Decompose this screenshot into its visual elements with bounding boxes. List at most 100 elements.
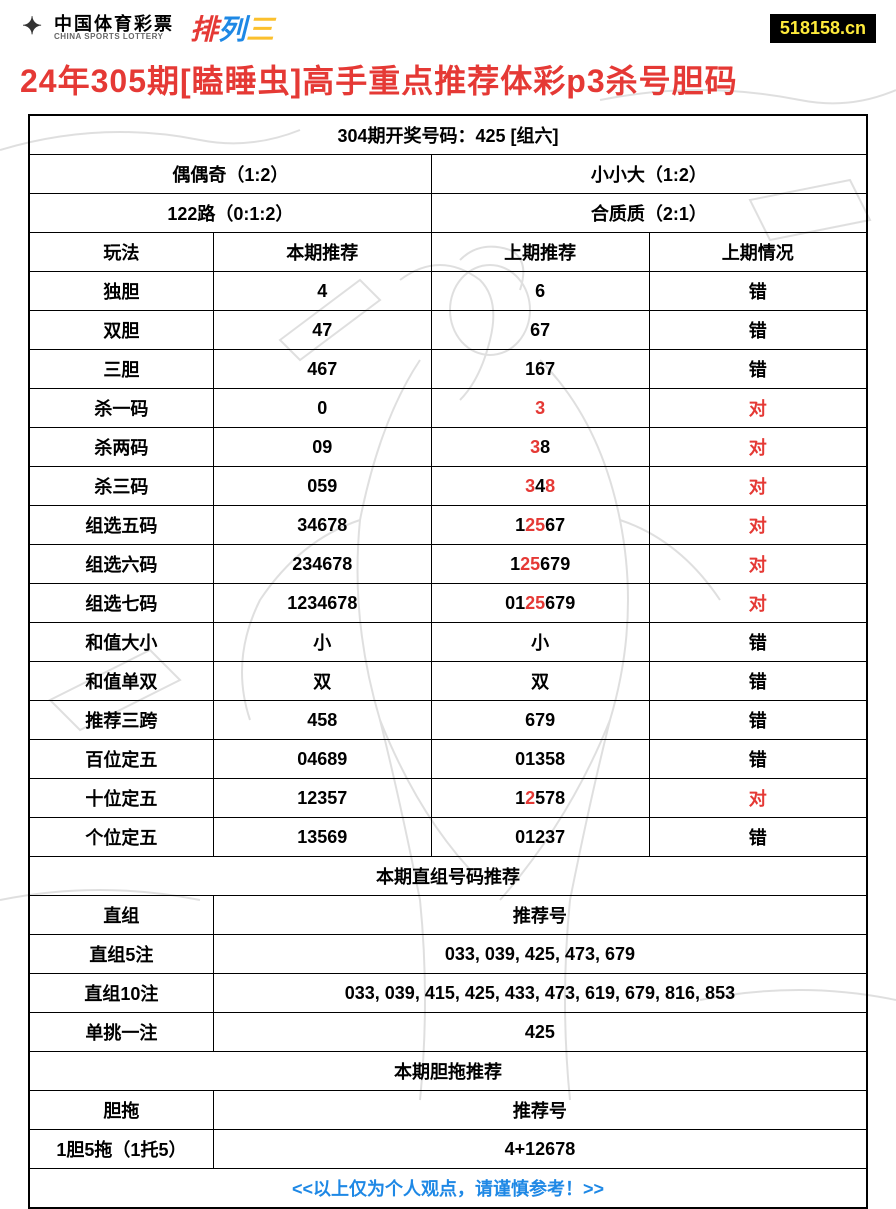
table-row: 和值大小小小错 bbox=[29, 623, 867, 662]
row-prev: 125679 bbox=[431, 545, 649, 584]
row-status: 对 bbox=[649, 584, 867, 623]
row-prev: 6 bbox=[431, 272, 649, 311]
row-prev: 167 bbox=[431, 350, 649, 389]
table-row: 百位定五0468901358错 bbox=[29, 740, 867, 779]
section2-reco-label: 推荐号 bbox=[213, 896, 867, 935]
table-row: 1胆5拖（1托5）4+12678 bbox=[29, 1130, 867, 1169]
row-value: 033, 039, 415, 425, 433, 473, 619, 679, … bbox=[213, 974, 867, 1013]
row-status: 错 bbox=[649, 350, 867, 389]
row-name: 独胆 bbox=[29, 272, 213, 311]
lottery-logo: 中国体育彩票 CHINA SPORTS LOTTERY bbox=[20, 14, 174, 42]
summary-2a: 122路（0:1:2） bbox=[29, 194, 431, 233]
row-prev: 38 bbox=[431, 428, 649, 467]
summary-1a: 偶偶奇（1:2） bbox=[29, 155, 431, 194]
row-status: 对 bbox=[649, 506, 867, 545]
row-current: 1234678 bbox=[213, 584, 431, 623]
row-prev: 679 bbox=[431, 701, 649, 740]
section2-header: 本期直组号码推荐 bbox=[29, 857, 867, 896]
table-row: 十位定五1235712578对 bbox=[29, 779, 867, 818]
row-current: 09 bbox=[213, 428, 431, 467]
row-prev: 12567 bbox=[431, 506, 649, 545]
row-current: 059 bbox=[213, 467, 431, 506]
pailiesan-logo: 排列三 bbox=[190, 8, 274, 48]
row-status: 错 bbox=[649, 272, 867, 311]
page-title: 24年305期[瞌睡虫]高手重点推荐体彩p3杀号胆码 bbox=[0, 52, 896, 114]
row-prev: 12578 bbox=[431, 779, 649, 818]
row-name: 组选五码 bbox=[29, 506, 213, 545]
summary-1b: 小小大（1:2） bbox=[431, 155, 867, 194]
row-prev: 348 bbox=[431, 467, 649, 506]
section3-header: 本期胆拖推荐 bbox=[29, 1052, 867, 1091]
row-value: 425 bbox=[213, 1013, 867, 1052]
row-status: 对 bbox=[649, 545, 867, 584]
row-value: 4+12678 bbox=[213, 1130, 867, 1169]
table-row: 推荐三跨458679错 bbox=[29, 701, 867, 740]
col-play: 玩法 bbox=[29, 233, 213, 272]
row-name: 杀三码 bbox=[29, 467, 213, 506]
row-status: 对 bbox=[649, 389, 867, 428]
row-status: 对 bbox=[649, 428, 867, 467]
header: 中国体育彩票 CHINA SPORTS LOTTERY 排列三 518158.c… bbox=[0, 0, 896, 52]
col-prev: 上期推荐 bbox=[431, 233, 649, 272]
row-name: 百位定五 bbox=[29, 740, 213, 779]
site-badge: 518158.cn bbox=[770, 14, 876, 43]
row-current: 双 bbox=[213, 662, 431, 701]
table-row: 杀两码0938对 bbox=[29, 428, 867, 467]
row-current: 13569 bbox=[213, 818, 431, 857]
table-row: 单挑一注425 bbox=[29, 1013, 867, 1052]
row-prev: 01237 bbox=[431, 818, 649, 857]
row-value: 033, 039, 425, 473, 679 bbox=[213, 935, 867, 974]
row-name: 单挑一注 bbox=[29, 1013, 213, 1052]
header-left: 中国体育彩票 CHINA SPORTS LOTTERY 排列三 bbox=[20, 8, 274, 48]
col-current: 本期推荐 bbox=[213, 233, 431, 272]
row-status: 错 bbox=[649, 818, 867, 857]
row-prev: 01358 bbox=[431, 740, 649, 779]
table-row: 组选六码234678125679对 bbox=[29, 545, 867, 584]
col-status: 上期情况 bbox=[649, 233, 867, 272]
row-current: 小 bbox=[213, 623, 431, 662]
row-name: 组选七码 bbox=[29, 584, 213, 623]
table-row: 个位定五1356901237错 bbox=[29, 818, 867, 857]
table-row: 和值单双双双错 bbox=[29, 662, 867, 701]
row-status: 错 bbox=[649, 662, 867, 701]
row-prev: 3 bbox=[431, 389, 649, 428]
table-row: 直组5注033, 039, 425, 473, 679 bbox=[29, 935, 867, 974]
lottery-name-cn: 中国体育彩票 bbox=[54, 15, 174, 33]
row-prev: 0125679 bbox=[431, 584, 649, 623]
row-name: 杀一码 bbox=[29, 389, 213, 428]
result-line: 304期开奖号码：425 [组六] bbox=[29, 115, 867, 155]
table-row: 三胆467167错 bbox=[29, 350, 867, 389]
row-status: 对 bbox=[649, 467, 867, 506]
row-prev: 小 bbox=[431, 623, 649, 662]
row-current: 04689 bbox=[213, 740, 431, 779]
row-status: 错 bbox=[649, 623, 867, 662]
row-current: 0 bbox=[213, 389, 431, 428]
summary-2b: 合质质（2:1） bbox=[431, 194, 867, 233]
section3-reco-label: 推荐号 bbox=[213, 1091, 867, 1130]
table-row: 双胆4767错 bbox=[29, 311, 867, 350]
row-name: 推荐三跨 bbox=[29, 701, 213, 740]
row-current: 47 bbox=[213, 311, 431, 350]
row-status: 错 bbox=[649, 740, 867, 779]
section3-label: 胆拖 bbox=[29, 1091, 213, 1130]
row-prev: 67 bbox=[431, 311, 649, 350]
row-name: 和值大小 bbox=[29, 623, 213, 662]
row-name: 十位定五 bbox=[29, 779, 213, 818]
lottery-name-en: CHINA SPORTS LOTTERY bbox=[54, 33, 174, 41]
row-name: 双胆 bbox=[29, 311, 213, 350]
row-current: 458 bbox=[213, 701, 431, 740]
row-status: 错 bbox=[649, 701, 867, 740]
row-name: 组选六码 bbox=[29, 545, 213, 584]
row-name: 杀两码 bbox=[29, 428, 213, 467]
row-name: 1胆5拖（1托5） bbox=[29, 1130, 213, 1169]
row-current: 4 bbox=[213, 272, 431, 311]
row-status: 对 bbox=[649, 779, 867, 818]
row-current: 467 bbox=[213, 350, 431, 389]
row-name: 直组10注 bbox=[29, 974, 213, 1013]
table-row: 组选七码12346780125679对 bbox=[29, 584, 867, 623]
prediction-table: 304期开奖号码：425 [组六] 偶偶奇（1:2） 小小大（1:2） 122路… bbox=[28, 114, 868, 1209]
section2-label: 直组 bbox=[29, 896, 213, 935]
row-current: 234678 bbox=[213, 545, 431, 584]
table-row: 杀一码03对 bbox=[29, 389, 867, 428]
row-prev: 双 bbox=[431, 662, 649, 701]
